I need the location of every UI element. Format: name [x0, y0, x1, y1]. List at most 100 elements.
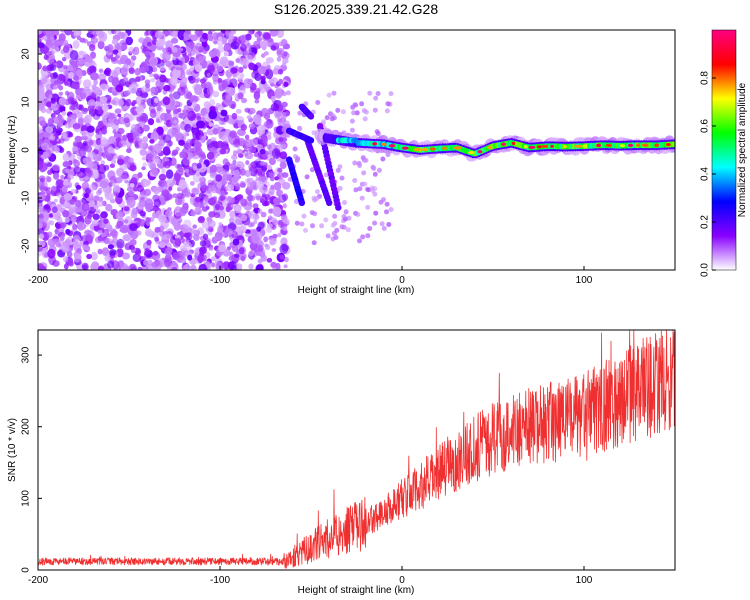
signal-peak	[442, 146, 447, 150]
transition-blob	[329, 116, 335, 122]
noise-blob	[228, 60, 235, 66]
noise-blob	[111, 97, 120, 106]
signal-peak	[654, 143, 659, 147]
noise-blob	[53, 198, 58, 203]
noise-blob	[139, 148, 147, 156]
noise-blob	[171, 37, 179, 44]
noise-blob	[139, 115, 147, 122]
noise-blob	[172, 252, 179, 259]
noise-blob	[148, 265, 154, 270]
transition-blob	[372, 191, 378, 197]
transition-blob	[324, 115, 330, 121]
noise-blob	[183, 232, 191, 239]
noise-blob	[94, 236, 102, 244]
colorbar: 0.0 0.2 0.4 0.6 0.8 Normalized spectral ampl…	[700, 29, 748, 277]
noise-blob	[47, 169, 53, 175]
transition-blob	[361, 170, 367, 176]
signal-peak	[528, 145, 536, 149]
noise-blob	[97, 248, 103, 255]
noise-blob	[154, 226, 161, 233]
noise-blob	[89, 184, 96, 191]
noise-blob	[233, 169, 240, 177]
transition-blob	[335, 107, 341, 113]
noise-blob	[270, 45, 277, 51]
noise-blob	[251, 228, 258, 237]
noise-blob	[232, 74, 237, 78]
transition-blob	[363, 157, 369, 163]
noise-blob	[62, 255, 69, 263]
noise-blob	[145, 86, 151, 93]
noise-blob	[144, 198, 154, 210]
noise-blob	[282, 132, 288, 138]
noise-blob	[266, 164, 272, 170]
noise-blob	[240, 214, 248, 221]
signal-peak	[468, 151, 475, 155]
transition-blob	[340, 109, 346, 115]
noise-blob	[248, 62, 255, 70]
noise-blob	[208, 228, 214, 233]
noise-blob	[274, 88, 283, 99]
noise-blob	[265, 57, 274, 64]
signal-peak	[372, 142, 378, 146]
noise-blob	[91, 219, 99, 227]
transition-blob	[315, 100, 321, 105]
noise-blob	[63, 178, 72, 186]
noise-blob	[208, 122, 214, 127]
noise-blob	[228, 217, 235, 225]
noise-blob	[164, 261, 171, 268]
noise-blob	[148, 146, 153, 151]
transition-blob	[380, 156, 386, 162]
noise-blob	[266, 144, 272, 150]
noise-blob	[171, 266, 178, 270]
signal-peak	[413, 148, 421, 152]
noise-blob	[52, 164, 60, 172]
transition-blob	[310, 223, 315, 229]
noise-blob	[154, 236, 160, 242]
noise-blob	[194, 84, 203, 96]
transition-blob	[367, 226, 373, 231]
noise-blob	[72, 40, 80, 49]
spectrogram-y-tick-label: 20	[21, 48, 32, 60]
spectrogram-x-tick-label: 100	[576, 275, 593, 286]
noise-blob	[134, 249, 142, 255]
snr-marks	[38, 330, 675, 569]
noise-blob	[143, 195, 148, 200]
noise-blob	[262, 136, 269, 144]
noise-blob	[236, 161, 243, 168]
noise-blob	[86, 90, 92, 96]
noise-blob	[250, 87, 255, 93]
noise-blob	[196, 162, 202, 169]
noise-blob	[164, 196, 170, 202]
transition-blob	[369, 185, 375, 191]
noise-blob	[211, 262, 216, 268]
noise-blob	[269, 172, 274, 178]
noise-blob	[210, 186, 216, 192]
noise-blob	[114, 119, 120, 126]
noise-blob	[170, 76, 178, 86]
transition-blob	[321, 119, 327, 125]
noise-blob	[55, 60, 64, 69]
noise-blob	[218, 222, 223, 227]
noise-blob	[234, 205, 241, 214]
colorbar-bar	[711, 29, 737, 271]
signal-peak	[501, 142, 507, 146]
noise-blob	[47, 248, 56, 259]
noise-blob	[199, 251, 205, 257]
noise-blob	[194, 64, 203, 73]
noise-blob	[232, 238, 240, 246]
noise-blob	[197, 216, 205, 224]
noise-blob	[123, 117, 130, 123]
noise-blob	[70, 216, 77, 222]
noise-blob	[90, 252, 98, 261]
noise-blob	[75, 69, 83, 77]
noise-blob	[271, 77, 278, 84]
transition-blob	[312, 197, 318, 203]
noise-blob	[158, 213, 167, 223]
noise-blob	[136, 230, 142, 236]
transition-blob	[384, 201, 390, 207]
signal-peak	[402, 146, 409, 150]
noise-blob	[244, 229, 251, 235]
noise-blob	[268, 150, 273, 156]
noise-blob	[279, 243, 289, 255]
noise-blob	[105, 186, 112, 194]
